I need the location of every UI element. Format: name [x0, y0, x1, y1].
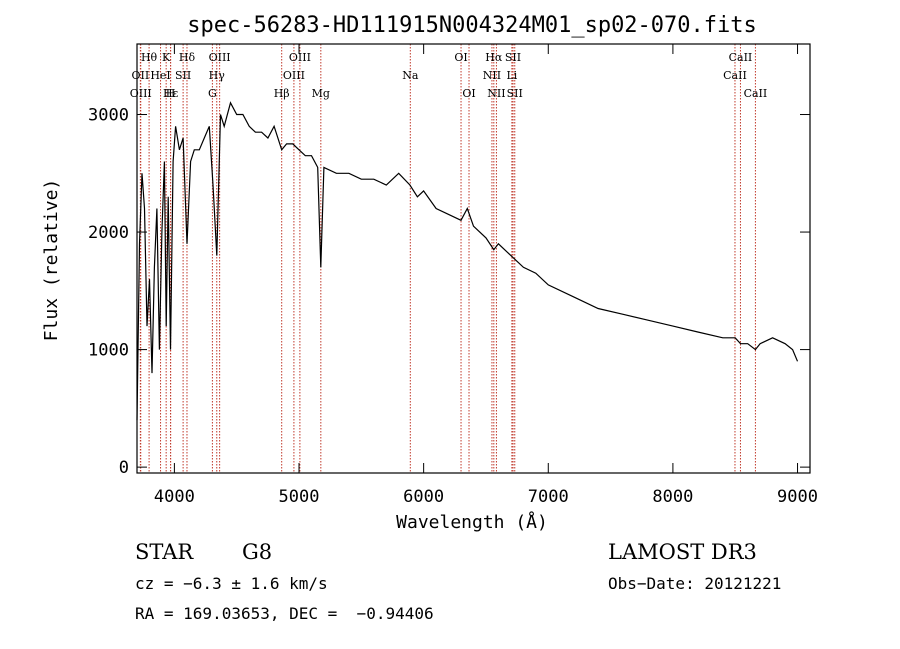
line-label: OIII [283, 69, 305, 82]
object-subclass: G8 [242, 540, 273, 564]
x-tick-label: 6000 [403, 487, 444, 507]
y-axis: 0 1000 2000 3000 [88, 106, 810, 478]
redshift-text: cz = −6.3 ± 1.6 km/s [135, 574, 328, 593]
x-tick-label: 9000 [777, 487, 818, 507]
line-label: CaII [729, 51, 753, 64]
chart-title: spec-56283-HD111915N004324M01_sp02-070.f… [187, 13, 757, 38]
line-label: NII [487, 87, 505, 100]
y-tick-label: 0 [119, 458, 129, 478]
survey-name: LAMOST DR3 [608, 540, 757, 564]
x-tick-label: 7000 [528, 487, 569, 507]
y-tick-label: 2000 [88, 223, 129, 243]
line-label: NII [483, 69, 501, 82]
line-label: CaII [723, 69, 747, 82]
line-markers [139, 44, 756, 473]
line-label: Mg [312, 87, 330, 100]
line-label: K [162, 51, 171, 64]
line-label: Hγ [209, 69, 226, 82]
line-label: Li [506, 69, 517, 82]
x-tick-label: 5000 [279, 487, 320, 507]
y-tick-label: 1000 [88, 341, 129, 361]
line-label: Hβ [274, 87, 290, 100]
line-label: SII [505, 51, 521, 64]
line-labels: Hθ OII OIII K HeI HεH Hδ SII OIII Hγ G Hβ OIII OIII Mg… [130, 51, 768, 100]
spectrum-line [136, 101, 799, 421]
obs-date-text: Obs−Date: 20121221 [608, 574, 782, 593]
y-tick-label: 3000 [88, 106, 129, 126]
line-label: G [208, 87, 217, 100]
line-label: SII [175, 69, 191, 82]
x-tick-label: 8000 [652, 487, 693, 507]
line-label: SII [507, 87, 523, 100]
line-label: Na [402, 69, 419, 82]
line-label: OII [132, 69, 150, 82]
line-label: HeI [150, 69, 170, 82]
line-label: H [166, 87, 176, 100]
line-label: OI [462, 87, 475, 100]
line-label: Hδ [179, 51, 196, 64]
line-label: CaII [744, 87, 768, 100]
coords-text: RA = 169.03653, DEC = −0.94406 [135, 604, 434, 623]
line-label: Hθ [141, 51, 158, 64]
x-tick-label: 4000 [154, 487, 195, 507]
line-label: OIII [209, 51, 231, 64]
plot-frame [136, 43, 811, 474]
line-label: OI [454, 51, 467, 64]
line-label: OIII [289, 51, 311, 64]
object-class: STAR [135, 540, 194, 564]
x-axis-label: Wavelength (Å) [396, 511, 548, 533]
line-label: Hε [163, 87, 179, 100]
line-label: Hα [485, 51, 503, 64]
x-axis: 4000 5000 6000 7000 8000 9000 [154, 44, 818, 507]
y-axis-label: Flux (relative) [41, 179, 62, 342]
line-label: OIII [130, 87, 152, 100]
